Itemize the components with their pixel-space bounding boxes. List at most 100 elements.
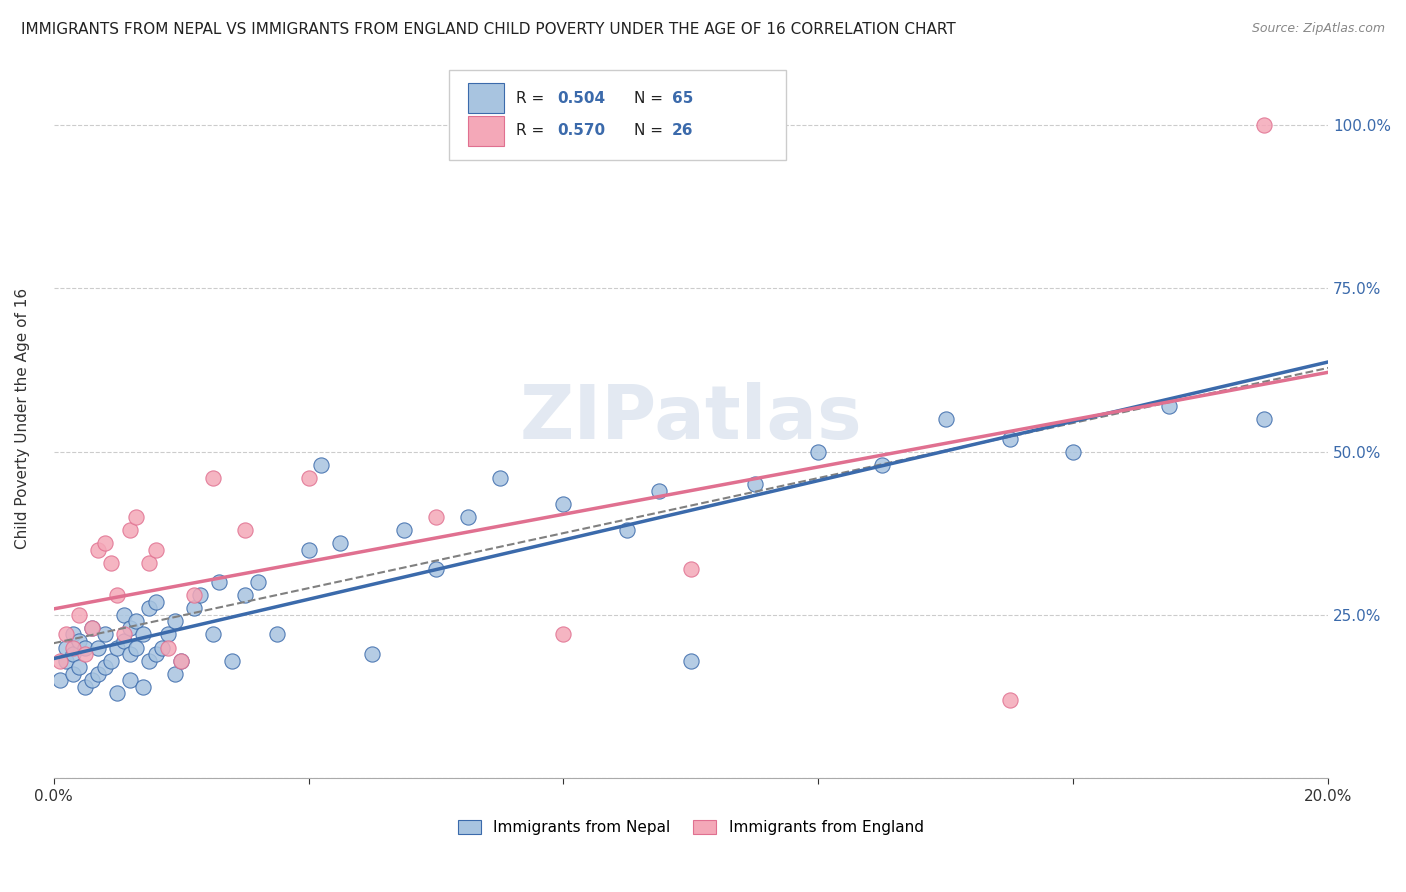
Point <box>125 615 148 629</box>
Point <box>80 673 103 688</box>
Point <box>67 660 90 674</box>
Point <box>125 640 148 655</box>
Point <box>105 686 128 700</box>
Text: 0.504: 0.504 <box>557 91 605 106</box>
Point <box>553 627 575 641</box>
Point <box>62 666 84 681</box>
Point <box>145 647 167 661</box>
Point <box>297 471 319 485</box>
Point <box>157 627 180 641</box>
Point <box>807 444 830 458</box>
Point <box>145 595 167 609</box>
Point <box>648 483 671 498</box>
Point <box>935 412 957 426</box>
Point <box>62 640 84 655</box>
Point <box>1157 399 1180 413</box>
Text: IMMIGRANTS FROM NEPAL VS IMMIGRANTS FROM ENGLAND CHILD POVERTY UNDER THE AGE OF : IMMIGRANTS FROM NEPAL VS IMMIGRANTS FROM… <box>21 22 956 37</box>
Point <box>679 654 702 668</box>
Point <box>998 432 1021 446</box>
Point <box>553 497 575 511</box>
Point <box>105 588 128 602</box>
Text: 65: 65 <box>672 91 693 106</box>
Point <box>75 640 97 655</box>
Point <box>112 634 135 648</box>
Text: Source: ZipAtlas.com: Source: ZipAtlas.com <box>1251 22 1385 36</box>
Point <box>233 523 256 537</box>
Point <box>120 673 142 688</box>
Point <box>150 640 173 655</box>
Point <box>112 627 135 641</box>
Point <box>138 556 160 570</box>
Point <box>75 680 97 694</box>
Text: 0.570: 0.570 <box>557 123 605 138</box>
Point <box>93 627 115 641</box>
Point <box>309 458 332 472</box>
Bar <box>468 116 503 145</box>
Point <box>55 654 77 668</box>
FancyBboxPatch shape <box>449 70 786 161</box>
Point <box>120 621 142 635</box>
Bar <box>468 83 503 113</box>
Legend: Immigrants from Nepal, Immigrants from England: Immigrants from Nepal, Immigrants from E… <box>458 820 924 835</box>
Y-axis label: Child Poverty Under the Age of 16: Child Poverty Under the Age of 16 <box>15 288 30 549</box>
Point <box>998 693 1021 707</box>
Point <box>163 615 186 629</box>
Point <box>616 523 638 537</box>
Point <box>93 536 115 550</box>
Text: 26: 26 <box>672 123 693 138</box>
Point <box>132 627 155 641</box>
Point <box>870 458 893 472</box>
Point <box>488 471 510 485</box>
Text: R =: R = <box>516 123 550 138</box>
Point <box>297 542 319 557</box>
Point <box>170 654 193 668</box>
Point <box>67 607 90 622</box>
Text: ZIPatlas: ZIPatlas <box>520 383 862 456</box>
Point <box>425 562 447 576</box>
Point <box>157 640 180 655</box>
Point <box>201 627 224 641</box>
Point <box>49 654 72 668</box>
Point <box>1062 444 1084 458</box>
Point <box>62 627 84 641</box>
Point <box>55 640 77 655</box>
Text: R =: R = <box>516 91 550 106</box>
Point <box>392 523 415 537</box>
Point <box>112 607 135 622</box>
Point <box>87 666 110 681</box>
Point <box>100 556 122 570</box>
Point <box>105 640 128 655</box>
Point <box>201 471 224 485</box>
Point <box>1253 118 1275 132</box>
Point <box>87 542 110 557</box>
Point <box>55 627 77 641</box>
Point <box>80 621 103 635</box>
Text: N =: N = <box>634 123 668 138</box>
Point <box>679 562 702 576</box>
Point <box>233 588 256 602</box>
Point <box>120 647 142 661</box>
Point <box>188 588 211 602</box>
Text: N =: N = <box>634 91 668 106</box>
Point <box>49 673 72 688</box>
Point <box>100 654 122 668</box>
Point <box>67 634 90 648</box>
Point <box>183 588 205 602</box>
Point <box>170 654 193 668</box>
Point <box>183 601 205 615</box>
Point <box>266 627 288 641</box>
Point <box>120 523 142 537</box>
Point <box>80 621 103 635</box>
Point <box>163 666 186 681</box>
Point <box>425 509 447 524</box>
Point <box>457 509 479 524</box>
Point <box>132 680 155 694</box>
Point <box>138 601 160 615</box>
Point <box>125 509 148 524</box>
Point <box>208 575 231 590</box>
Point <box>75 647 97 661</box>
Point <box>87 640 110 655</box>
Point <box>221 654 243 668</box>
Point <box>138 654 160 668</box>
Point <box>329 536 352 550</box>
